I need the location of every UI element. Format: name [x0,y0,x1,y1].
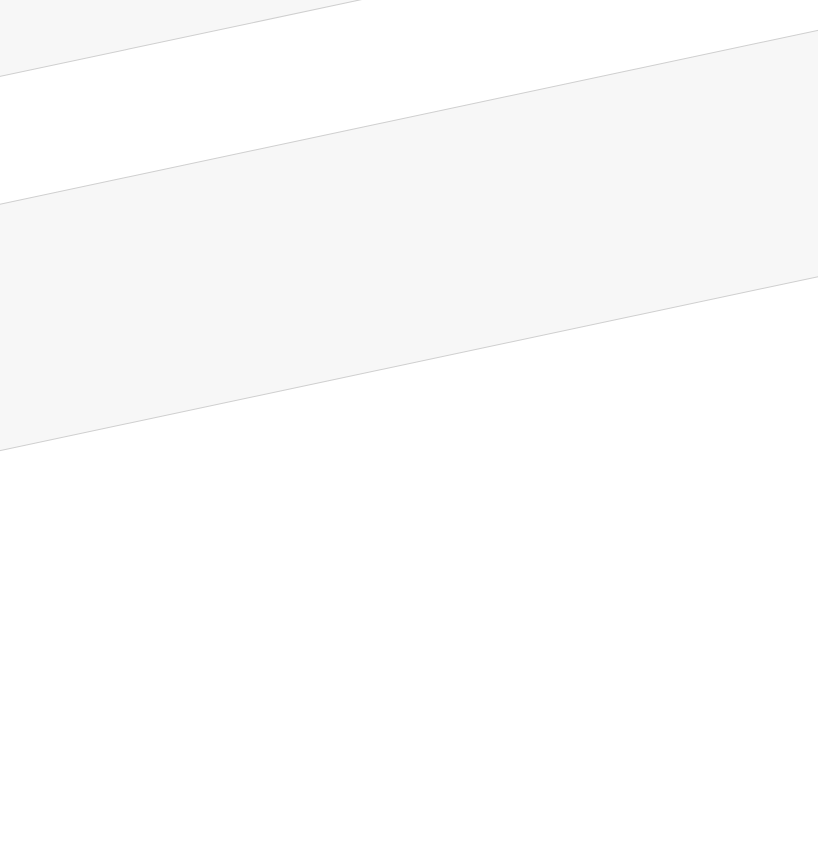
notebook [0,0,818,483]
page [0,0,818,483]
